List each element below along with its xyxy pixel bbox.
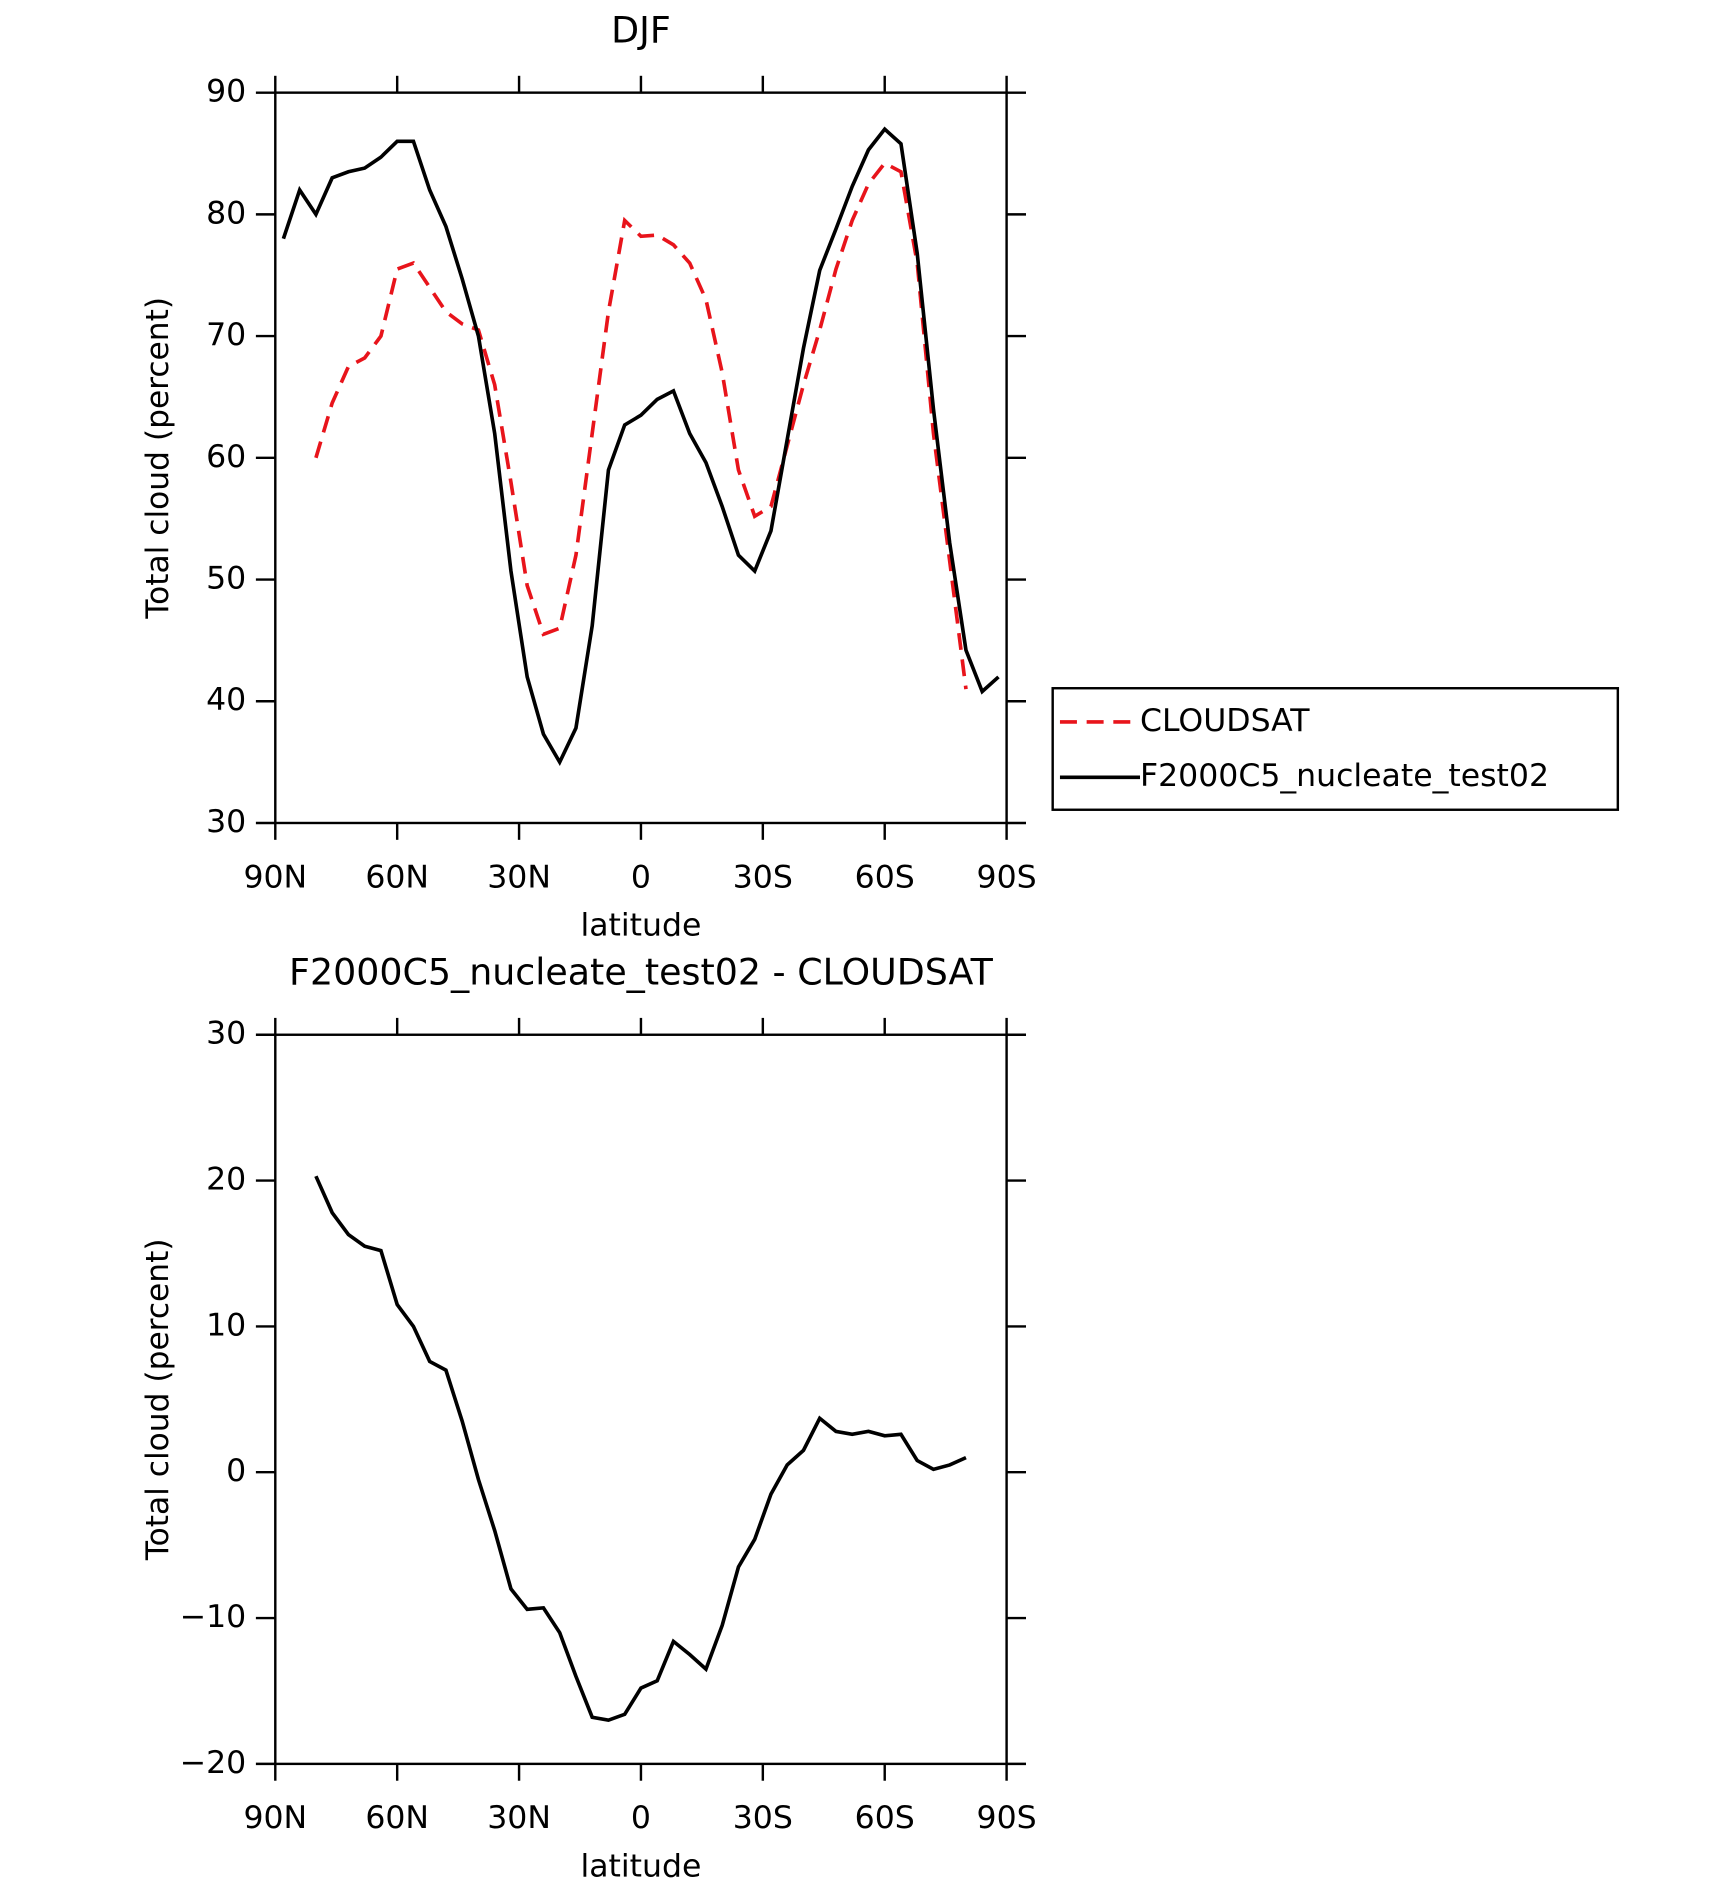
- y-axis-label: Total cloud (percent): [140, 1238, 176, 1561]
- x-tick-label: 90S: [977, 859, 1037, 895]
- x-tick-label: 90S: [977, 1800, 1037, 1836]
- y-tick-label: 60: [206, 439, 246, 475]
- x-tick-label: 60N: [365, 859, 429, 895]
- x-tick-label: 30N: [487, 859, 551, 895]
- x-tick-label: 60S: [855, 859, 915, 895]
- x-tick-label: 0: [631, 859, 651, 895]
- y-tick-label: 30: [206, 1016, 246, 1052]
- plot-frame: [274, 1033, 1008, 1766]
- y-tick-label: 30: [206, 804, 246, 840]
- x-tick-label: 30S: [733, 859, 793, 895]
- chart-title: F2000C5_nucleate_test02 - CLOUDSAT: [289, 951, 994, 994]
- x-axis-label: latitude: [580, 1848, 701, 1883]
- legend-label: F2000C5_nucleate_test02: [1140, 758, 1549, 794]
- legend: CLOUDSAT F2000C5_nucleate_test02: [1051, 687, 1620, 811]
- x-tick-label: 60S: [855, 1800, 915, 1836]
- data-line: [314, 160, 968, 690]
- x-tick-label: 30S: [733, 1800, 793, 1836]
- y-tick-label: −10: [180, 1599, 247, 1635]
- y-tick-label: 50: [206, 561, 246, 597]
- y-tick-label: 0: [226, 1453, 246, 1489]
- x-tick-label: 30N: [487, 1800, 551, 1836]
- y-tick-label: 40: [206, 682, 246, 718]
- y-tick-label: −20: [180, 1745, 247, 1781]
- legend-label: CLOUDSAT: [1140, 703, 1310, 739]
- x-axis-label: latitude: [580, 908, 701, 944]
- y-tick-label: 90: [206, 74, 246, 110]
- y-tick-label: 80: [206, 195, 246, 231]
- x-tick-label: 0: [631, 1800, 651, 1836]
- x-tick-label: 60N: [365, 1800, 429, 1836]
- legend-box: [1051, 687, 1620, 811]
- chart-title: DJF: [611, 9, 671, 52]
- y-tick-label: 20: [206, 1162, 246, 1198]
- x-tick-label: 90N: [243, 859, 307, 895]
- y-tick-label: 70: [206, 317, 246, 353]
- y-tick-label: 10: [206, 1307, 246, 1343]
- data-line: [314, 1175, 967, 1722]
- data-line: [281, 126, 1000, 767]
- y-axis-label: Total cloud (percent): [140, 297, 176, 620]
- x-tick-label: 90N: [243, 1800, 307, 1836]
- plot-frame: [274, 91, 1008, 825]
